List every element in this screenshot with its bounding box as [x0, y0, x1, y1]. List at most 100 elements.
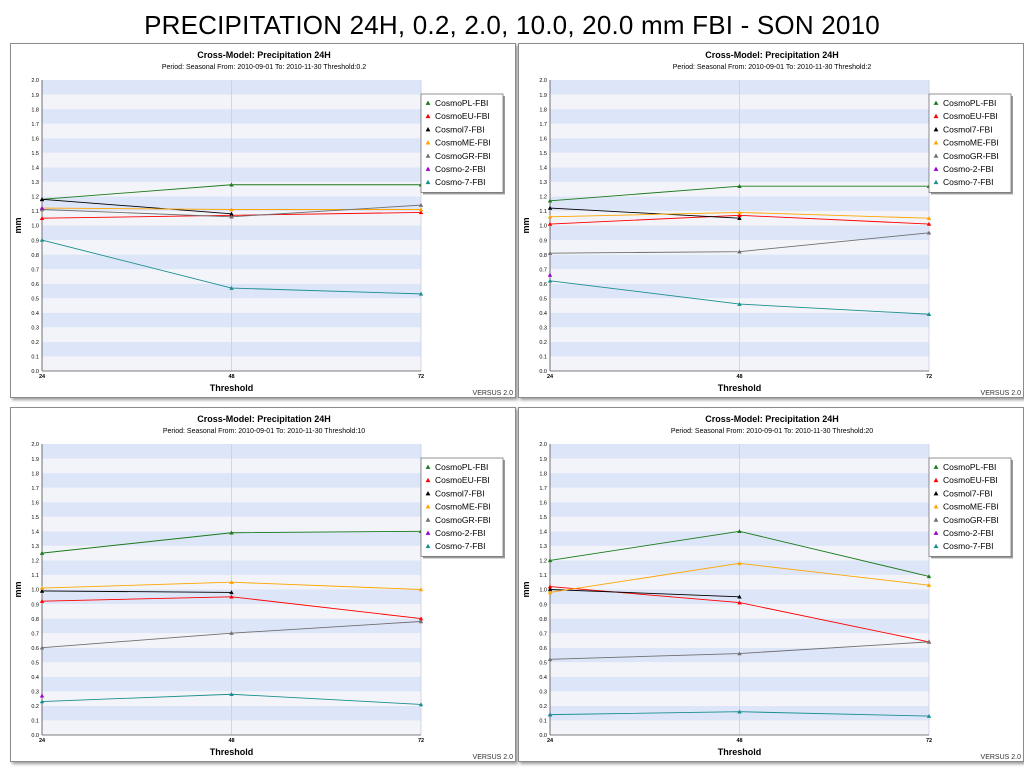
chart-3-ytick-label: 1.1	[539, 573, 547, 579]
chart-2-legend-label: Cosmo-7-FBI	[435, 541, 486, 551]
chart-2-ytick-label: 0.2	[31, 704, 39, 710]
chart-3-legend-marker	[933, 530, 939, 535]
chart-1-series-marker-3	[926, 216, 932, 220]
chart-1-series-marker-0	[547, 198, 553, 203]
chart-2-watermark: VERSUS 2.0	[473, 754, 514, 761]
chart-2-series-marker-0	[39, 550, 45, 555]
chart-3-legend-marker	[933, 491, 939, 496]
chart-3-series-marker-2	[737, 594, 742, 599]
chart-2-ytick-label: 0.3	[31, 690, 39, 696]
chart-3-ytick-label: 1.8	[539, 471, 547, 477]
chart-1-legend-marker	[933, 113, 939, 119]
chart-1-ytick-label: 0.0	[539, 369, 547, 375]
chart-3-ytick-label: 0.3	[539, 690, 547, 696]
chart-2-legend-marker	[425, 530, 431, 535]
chart-2-legend-label: Cosmol7-FBI	[435, 488, 485, 498]
chart-1-ytick-label: 2.0	[539, 78, 547, 84]
chart-3-ytick-label: 1.3	[539, 544, 547, 550]
chart-0-series-line-2	[41, 198, 232, 215]
chart-1-ytick-label: 0.1	[539, 355, 547, 361]
chart-3-ytick-label: 1.6	[539, 500, 547, 506]
chart-3-ytick-label: 0.5	[539, 660, 547, 666]
chart-1-ytick-label: 1.0	[539, 224, 547, 230]
chart-3-legend-label: CosmoEU-FBI	[943, 475, 998, 485]
chart-1-legend-label: CosmoGR-FBI	[943, 151, 999, 161]
chart-3-series-marker-0	[547, 558, 553, 563]
chart-3-legend-marker	[933, 543, 939, 549]
chart-0-xlabel: Threshold	[210, 383, 254, 393]
chart-2-legend-marker	[425, 543, 431, 549]
chart-3-xtick-label: 48	[736, 738, 742, 744]
chart-0-ytick-label: 1.8	[31, 107, 39, 113]
chart-1-series-marker-6	[737, 301, 742, 306]
chart-1-series-marker-2	[547, 205, 553, 210]
chart-1-legend-marker	[933, 127, 939, 132]
chart-0-xtick-label: 48	[228, 374, 234, 380]
chart-3-xtick-label: 72	[926, 738, 932, 744]
chart-0-ytick-label: 0.8	[31, 253, 39, 259]
chart-3-series-marker-0	[926, 574, 932, 579]
chart-0-ytick-label: 0.1	[31, 355, 39, 361]
chart-0-legend-marker	[425, 100, 431, 105]
chart-2-series-marker-5	[39, 693, 45, 698]
chart-0-series-marker-0	[229, 182, 234, 187]
chart-1-ytick-label: 1.5	[539, 151, 547, 157]
chart-1-legend-marker	[933, 179, 939, 185]
chart-0-series-marker-6	[229, 285, 234, 290]
chart-3-ytick-label: 2.0	[539, 442, 547, 448]
chart-3-watermark: VERSUS 2.0	[981, 754, 1022, 761]
chart-0-ytick-label: 0.0	[31, 369, 39, 375]
chart-0-series-marker-6	[39, 237, 45, 242]
chart-2-ylabel: mm	[13, 581, 23, 597]
chart-3-series-marker-1	[547, 584, 553, 589]
chart-1-ytick-label: 1.2	[539, 195, 547, 201]
chart-2-ytick-label: 0.8	[31, 617, 39, 623]
chart-3-series-marker-3	[547, 590, 553, 595]
chart-2-series-marker-6	[39, 699, 45, 704]
chart-panel-threshold-10: Cross-Model: Precipitation 24H Period: Se…	[10, 407, 516, 762]
chart-2-legend-marker	[425, 477, 431, 483]
chart-2-legend-marker	[425, 517, 431, 522]
chart-3-ytick-label: 0.6	[539, 646, 547, 652]
chart-1-legend-label: CosmoME-FBI	[943, 138, 999, 148]
chart-2-series-marker-3	[229, 580, 234, 584]
chart-2-series-marker-3	[418, 587, 424, 592]
chart-2-series-marker-4	[229, 630, 234, 635]
chart-3-series-marker-6	[926, 713, 932, 718]
chart-0-legend-label: Cosmol7-FBI	[435, 124, 485, 134]
chart-1-xtick-label: 48	[736, 374, 742, 380]
chart-1-legend	[928, 93, 1012, 193]
chart-2-ytick-label: 1.2	[31, 559, 39, 565]
chart-0-legend-marker	[425, 166, 431, 171]
chart-0-ytick-label: 0.6	[31, 282, 39, 288]
chart-2-ytick-label: 0.6	[31, 646, 39, 652]
chart-2-ytick-label: 1.5	[31, 515, 39, 521]
chart-panel-threshold-2: Cross-Model: Precipitation 24H Period: Se…	[518, 43, 1024, 398]
chart-3-ytick-label: 1.9	[539, 457, 547, 463]
chart-0-series-marker-5	[39, 205, 45, 210]
chart-1-ytick-label: 1.8	[539, 107, 547, 113]
chart-1-series-marker-6	[926, 312, 932, 317]
chart-0-legend-marker	[425, 113, 431, 119]
chart-0-ytick-label: 0.9	[31, 238, 39, 244]
chart-2-ytick-label: 1.3	[31, 544, 39, 550]
chart-2-series-marker-3	[39, 585, 45, 590]
chart-2-xlabel: Threshold	[210, 747, 254, 757]
chart-1-watermark: VERSUS 2.0	[981, 390, 1022, 397]
chart-2-subtitle: Period: Seasonal From: 2010-09-01 To: 20…	[163, 428, 365, 435]
chart-0-series-marker-1	[39, 216, 45, 220]
chart-2-ytick-label: 0.7	[31, 631, 39, 637]
chart-3-legend-marker	[933, 504, 939, 509]
chart-1-ylabel: mm	[521, 217, 531, 233]
chart-3-xtick-label: 24	[547, 738, 554, 744]
chart-3-legend-label: Cosmol7-FBI	[943, 488, 993, 498]
chart-2-legend-label: CosmoME-FBI	[435, 502, 491, 512]
chart-0-series-marker-2	[39, 197, 45, 202]
chart-3-series-marker-0	[737, 529, 742, 534]
chart-1-legend-label: Cosmo-2-FBI	[943, 164, 994, 174]
chart-1-ytick-label: 1.6	[539, 136, 547, 142]
chart-3-series-marker-6	[737, 709, 742, 714]
chart-0-ytick-label: 1.6	[31, 136, 39, 142]
chart-1-series-marker-4	[737, 249, 742, 254]
chart-0-xtick-label: 24	[39, 374, 46, 380]
